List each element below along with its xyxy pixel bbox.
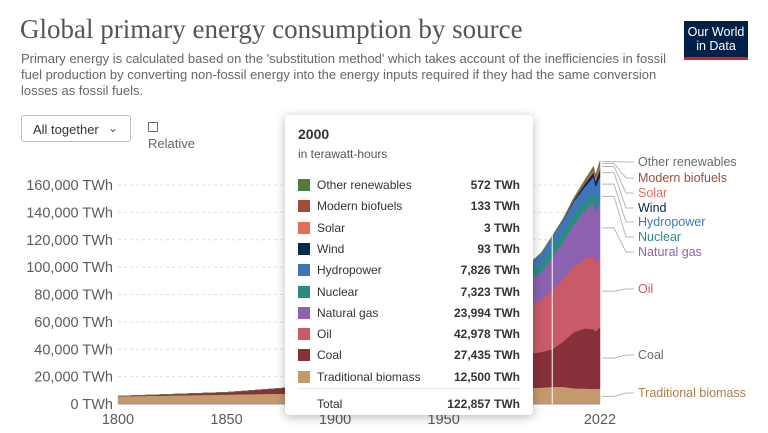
y-tick-label: 160,000 TWh	[26, 178, 113, 194]
legend-swatch	[298, 370, 310, 383]
legend-swatch	[298, 179, 310, 191]
tooltip-row-label: Solar	[317, 220, 346, 235]
y-tick-label: 100,000 TWh	[26, 260, 113, 276]
legend-swatch	[298, 285, 310, 298]
tooltip-row-label: Hydropower	[317, 263, 382, 278]
tooltip-row-value: 93 TWh	[477, 241, 520, 256]
tooltip-row: Wind 93 TWh	[298, 241, 520, 262]
tooltip-row-value: 42,978 TWh	[453, 327, 520, 342]
y-tick-label: 140,000 TWh	[26, 205, 113, 221]
legend-label-traditional-biomass: Traditional biomass	[638, 386, 746, 400]
legend-connector	[602, 288, 634, 292]
chevron-down-icon: ⌄	[107, 121, 118, 135]
stacking-dropdown[interactable]: All together ⌄	[21, 115, 131, 142]
legend-label-nuclear: Nuclear	[638, 230, 681, 244]
logo-line-2: in Data	[696, 39, 736, 53]
y-tick-label: 60,000 TWh	[34, 315, 113, 331]
owid-logo[interactable]: Our World in Data	[684, 21, 748, 60]
legend-swatch	[298, 242, 310, 255]
tooltip-row-value: 7,826 TWh	[460, 263, 520, 278]
legend-swatch	[298, 264, 310, 277]
tooltip-row-label: Modern biofuels	[317, 199, 403, 214]
dropdown-value: All together	[33, 122, 99, 137]
relative-label: Relative	[148, 136, 195, 151]
legend-connector	[602, 195, 634, 238]
tooltip-row-value: 23,994 TWh	[453, 305, 520, 320]
y-tick-label: 0 TWh	[71, 397, 113, 413]
tooltip-row-label: Nuclear	[317, 284, 359, 299]
legend-swatch	[298, 200, 310, 213]
tooltip-row: Traditional biomass 12,500 TWh	[298, 369, 520, 390]
tooltip-row: Solar 3 TWh	[298, 220, 520, 241]
tooltip-row: Oil 42,978 TWh	[298, 326, 520, 347]
logo-line-1: Our World	[687, 25, 745, 39]
tooltip-row-label: Traditional biomass	[317, 369, 421, 384]
x-tick-label: 1850	[210, 412, 242, 428]
tooltip-row: Other renewables 572 TWh	[298, 177, 520, 198]
tooltip-row: Coal 27,435 TWh	[298, 347, 520, 368]
legend-label-coal: Coal	[638, 348, 664, 362]
tooltip-row-label: Coal	[317, 348, 342, 363]
tooltip-row-value: 27,435 TWh	[453, 348, 520, 363]
legend-connector	[602, 172, 634, 209]
tooltip-row-label: Natural gas	[317, 305, 379, 320]
tooltip-year: 2000	[298, 126, 330, 142]
legend-label-natural-gas: Natural gas	[638, 245, 702, 259]
legend-connector	[602, 183, 634, 223]
checkbox-icon[interactable]	[148, 122, 158, 132]
chart-subtitle: Primary energy is calculated based on th…	[21, 51, 666, 98]
legend-swatch	[298, 306, 310, 319]
tooltip-row-label: Other renewables	[317, 178, 412, 192]
tooltip-unit: in terawatt-hours	[298, 147, 388, 161]
tooltip-row-label: Wind	[317, 241, 345, 256]
legend-connector	[602, 392, 634, 397]
tooltip-row: Nuclear 7,323 TWh	[298, 284, 520, 305]
tooltip-total-label: Total	[317, 397, 343, 411]
relative-toggle[interactable]: Relative	[148, 121, 195, 151]
x-tick-label: 1800	[102, 412, 134, 428]
legend-connector	[602, 162, 634, 179]
x-tick-label: 2022	[584, 412, 616, 428]
legend-label-modern-biofuels: Modern biofuels	[638, 171, 727, 185]
tooltip-row: Natural gas 23,994 TWh	[298, 305, 520, 326]
legend-swatch	[298, 221, 310, 234]
x-tick-label: 1950	[428, 412, 460, 428]
tooltip-row: Hydropower 7,826 TWh	[298, 262, 520, 283]
y-tick-label: 120,000 TWh	[26, 233, 113, 249]
legend-connector	[602, 165, 634, 194]
chart-title: Global primary energy consumption by sou…	[20, 14, 523, 44]
legend-label-oil: Oil	[638, 282, 653, 296]
y-tick-label: 80,000 TWh	[34, 288, 113, 304]
y-tick-label: 40,000 TWh	[34, 342, 113, 358]
legend-connector	[602, 354, 634, 359]
tooltip-row-value: 572 TWh	[470, 178, 520, 192]
y-tick-label: 20,000 TWh	[34, 370, 113, 386]
tooltip-row-label: Oil	[317, 327, 332, 342]
legend-label-other-renewables: Other renewables	[638, 155, 737, 169]
tooltip-row-value: 12,500 TWh	[453, 369, 520, 384]
tooltip-row-value: 133 TWh	[470, 199, 520, 214]
tooltip-total-value: 122,857 TWh	[447, 397, 520, 411]
legend-swatch	[298, 328, 310, 341]
legend-swatch	[298, 349, 310, 362]
tooltip-row: Modern biofuels 133 TWh	[298, 198, 520, 219]
legend-label-solar: Solar	[638, 186, 667, 200]
legend-connector	[602, 227, 634, 253]
legend-label-wind: Wind	[638, 201, 667, 215]
tooltip-separator	[298, 388, 520, 389]
legend-label-hydropower: Hydropower	[638, 215, 705, 229]
tooltip: 2000 in terawatt-hours Total 122,857 TWh…	[285, 115, 533, 415]
tooltip-row-value: 3 TWh	[484, 220, 520, 235]
tooltip-row-value: 7,323 TWh	[460, 284, 520, 299]
x-tick-label: 1900	[319, 412, 351, 428]
